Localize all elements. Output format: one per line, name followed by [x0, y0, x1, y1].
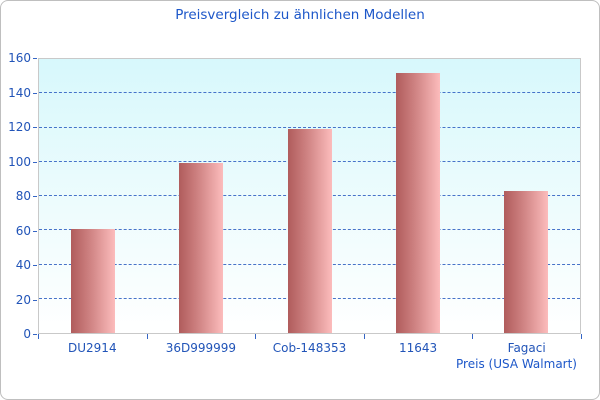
chart-title: Preisvergleich zu ähnlichen Modellen [175, 7, 425, 23]
x-tick-mark-3 [363, 334, 365, 339]
y-tick-mark-120 [33, 127, 37, 128]
x-tick-label-36D999999: 36D999999 [165, 341, 237, 355]
y-tick-label-160: 160 [8, 51, 31, 65]
y-tick-mark-60 [33, 230, 37, 232]
bar-Cob-148353 [287, 129, 332, 333]
bar-DU2914 [71, 228, 116, 333]
y-tick-mark-160 [33, 58, 37, 59]
y-tick-mark-100 [33, 161, 37, 163]
y-tick-mark-140 [33, 92, 37, 94]
x-tick-label-Fagaci: Fagaci [507, 341, 546, 355]
plot-area [38, 58, 581, 334]
bar-Fagaci [503, 190, 548, 333]
y-tick-label-0: 0 [23, 327, 31, 341]
x-tick-label-Cob-148353: Cob-148353 [272, 341, 347, 355]
x-tick-mark-4 [472, 334, 474, 339]
y-tick-mark-20 [33, 299, 37, 301]
x-tick-label-11643: 11643 [399, 341, 438, 355]
x-tick-mark-2 [255, 334, 257, 339]
y-tick-label-40: 40 [15, 258, 31, 272]
bar-36D999999 [179, 163, 224, 333]
y-tick-mark-0 [33, 334, 37, 335]
y-tick-mark-40 [33, 265, 37, 266]
y-tick-label-140: 140 [8, 85, 31, 100]
y-tick-label-60: 60 [15, 223, 31, 238]
y-tick-label-80: 80 [15, 189, 31, 203]
x-axis-caption: Preis (USA Walmart) [456, 357, 577, 371]
bar-11643 [395, 72, 440, 333]
y-tick-mark-80 [33, 196, 37, 197]
y-tick-label-100: 100 [8, 154, 31, 169]
gridline-120 [39, 126, 580, 128]
y-tick-label-20: 20 [15, 292, 31, 307]
x-tick-mark-5 [581, 334, 582, 339]
gridline-140 [39, 92, 580, 94]
x-tick-mark-0 [38, 334, 39, 339]
y-tick-label-120: 120 [8, 120, 31, 134]
x-tick-mark-1 [146, 334, 148, 339]
x-tick-label-DU2914: DU2914 [68, 341, 117, 355]
